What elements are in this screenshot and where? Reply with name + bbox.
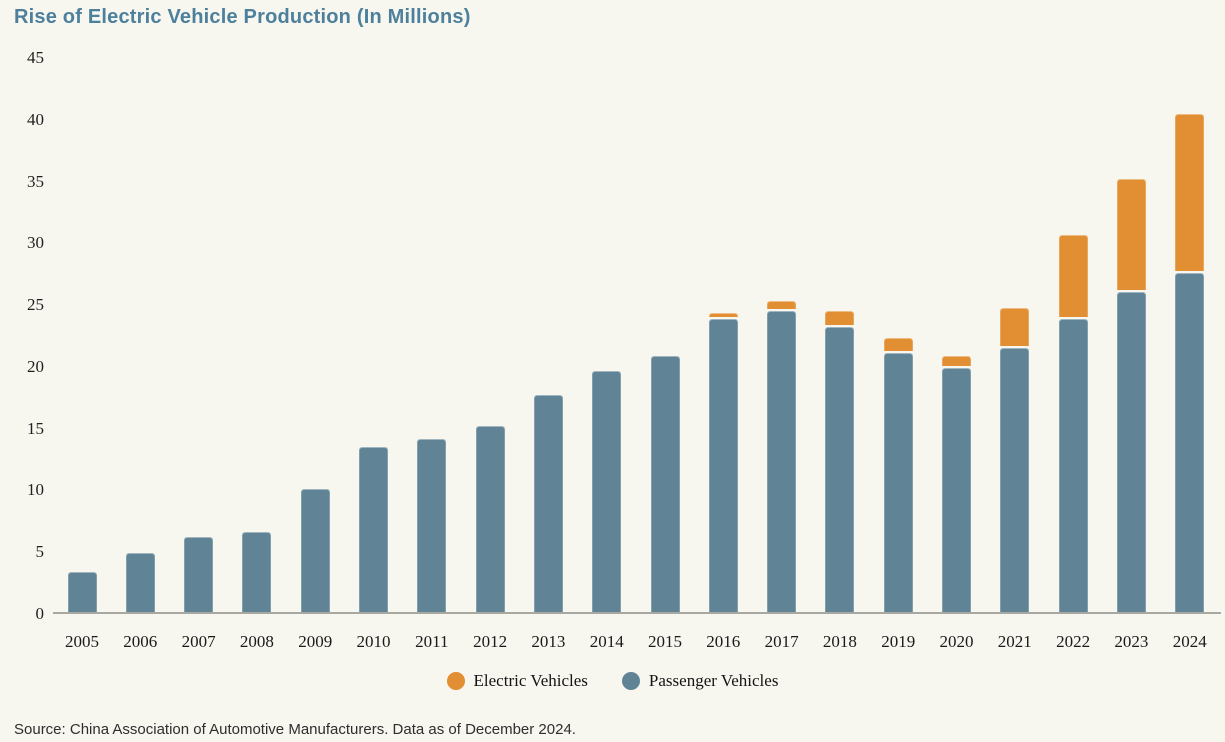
x-tick-label-2017: 2017 [764, 632, 799, 651]
bar-segment-passenger-2015 [650, 355, 680, 614]
x-axis-line [53, 612, 1221, 614]
x-tick-label-2011: 2011 [415, 632, 449, 651]
legend-item: Electric Vehicles [446, 671, 588, 691]
x-tick-label-2024: 2024 [1172, 632, 1207, 651]
y-tick-label: 15 [27, 418, 44, 438]
x-tick-label-2006: 2006 [123, 632, 158, 651]
x-tick-label-2008: 2008 [239, 632, 274, 651]
y-tick-label: 0 [35, 604, 45, 623]
x-tick-label-2022: 2022 [1056, 632, 1091, 651]
x-tick-label-2016: 2016 [706, 632, 741, 651]
bar-segment-passenger-2017 [767, 311, 797, 614]
bar-segment-electric-2019 [883, 338, 913, 352]
bar-segment-passenger-2010 [359, 447, 388, 614]
bar-segment-passenger-2019 [883, 353, 913, 614]
y-tick-label: 30 [27, 233, 44, 253]
y-tick-label: 20 [27, 356, 44, 376]
x-tick-label-2009: 2009 [298, 632, 333, 651]
x-tick-label-2014: 2014 [589, 632, 624, 651]
bar-segment-passenger-2013 [533, 395, 563, 614]
bar-segment-passenger-2021 [1000, 348, 1030, 614]
circle-icon [446, 672, 465, 690]
x-tick-label-2023: 2023 [1114, 632, 1149, 651]
x-tick-label-2018: 2018 [822, 632, 857, 651]
x-tick-label-2010: 2010 [356, 632, 391, 651]
x-tick-label-2007: 2007 [181, 632, 216, 651]
x-tick-label-2013: 2013 [531, 632, 566, 651]
bar-segment-electric-2021 [1000, 307, 1030, 347]
bar-segment-passenger-2007 [184, 537, 214, 614]
y-tick-label: 35 [27, 171, 44, 191]
bar-segment-passenger-2023 [1116, 291, 1146, 614]
y-tick-label: 25 [27, 295, 44, 315]
bar-segment-passenger-2024 [1175, 272, 1205, 614]
legend-label: Passenger Vehicles [648, 671, 779, 690]
x-tick-label-2005: 2005 [65, 632, 99, 651]
bar-segment-electric-2024 [1175, 113, 1205, 271]
legend-item: Passenger Vehicles [621, 671, 779, 691]
legend-label: Electric Vehicles [473, 671, 588, 690]
bar-segment-passenger-2011 [417, 438, 447, 614]
circle-icon [621, 672, 640, 690]
bar-segment-electric-2023 [1116, 179, 1146, 290]
legend: Electric Vehicles Passenger Vehicles [0, 671, 1225, 691]
bar-segment-passenger-2008 [242, 532, 272, 614]
chart-title: Rise of Electric Vehicle Production (In … [14, 6, 471, 28]
bar-segment-passenger-2018 [825, 327, 855, 614]
source-note: Source: China Association of Automotive … [14, 721, 576, 738]
y-tick-label: 10 [27, 480, 44, 500]
bar-segment-passenger-2009 [300, 489, 330, 614]
bar-segment-passenger-2005 [67, 571, 97, 614]
y-tick-label: 40 [27, 109, 44, 129]
bar-segment-electric-2018 [825, 311, 855, 326]
y-tick-label: 45 [27, 48, 44, 67]
x-tick-label-2020: 2020 [939, 632, 974, 651]
bar-segment-electric-2016 [708, 312, 738, 317]
bar-segment-electric-2017 [767, 301, 797, 310]
bar-segment-electric-2020 [942, 355, 971, 367]
bar-segment-passenger-2022 [1058, 318, 1088, 614]
y-tick-label: 5 [35, 542, 45, 562]
x-tick-label-2021: 2021 [997, 632, 1032, 651]
x-tick-label-2019: 2019 [881, 632, 916, 651]
x-tick-label-2015: 2015 [648, 632, 682, 651]
x-tick-label-2012: 2012 [473, 632, 508, 651]
bar-segment-passenger-2016 [708, 318, 738, 614]
bar-segment-passenger-2020 [942, 368, 971, 614]
bar-segment-passenger-2012 [475, 426, 505, 614]
bar-segment-passenger-2014 [592, 370, 622, 614]
bar-segment-electric-2022 [1058, 234, 1088, 317]
bar-segment-passenger-2006 [125, 553, 155, 614]
